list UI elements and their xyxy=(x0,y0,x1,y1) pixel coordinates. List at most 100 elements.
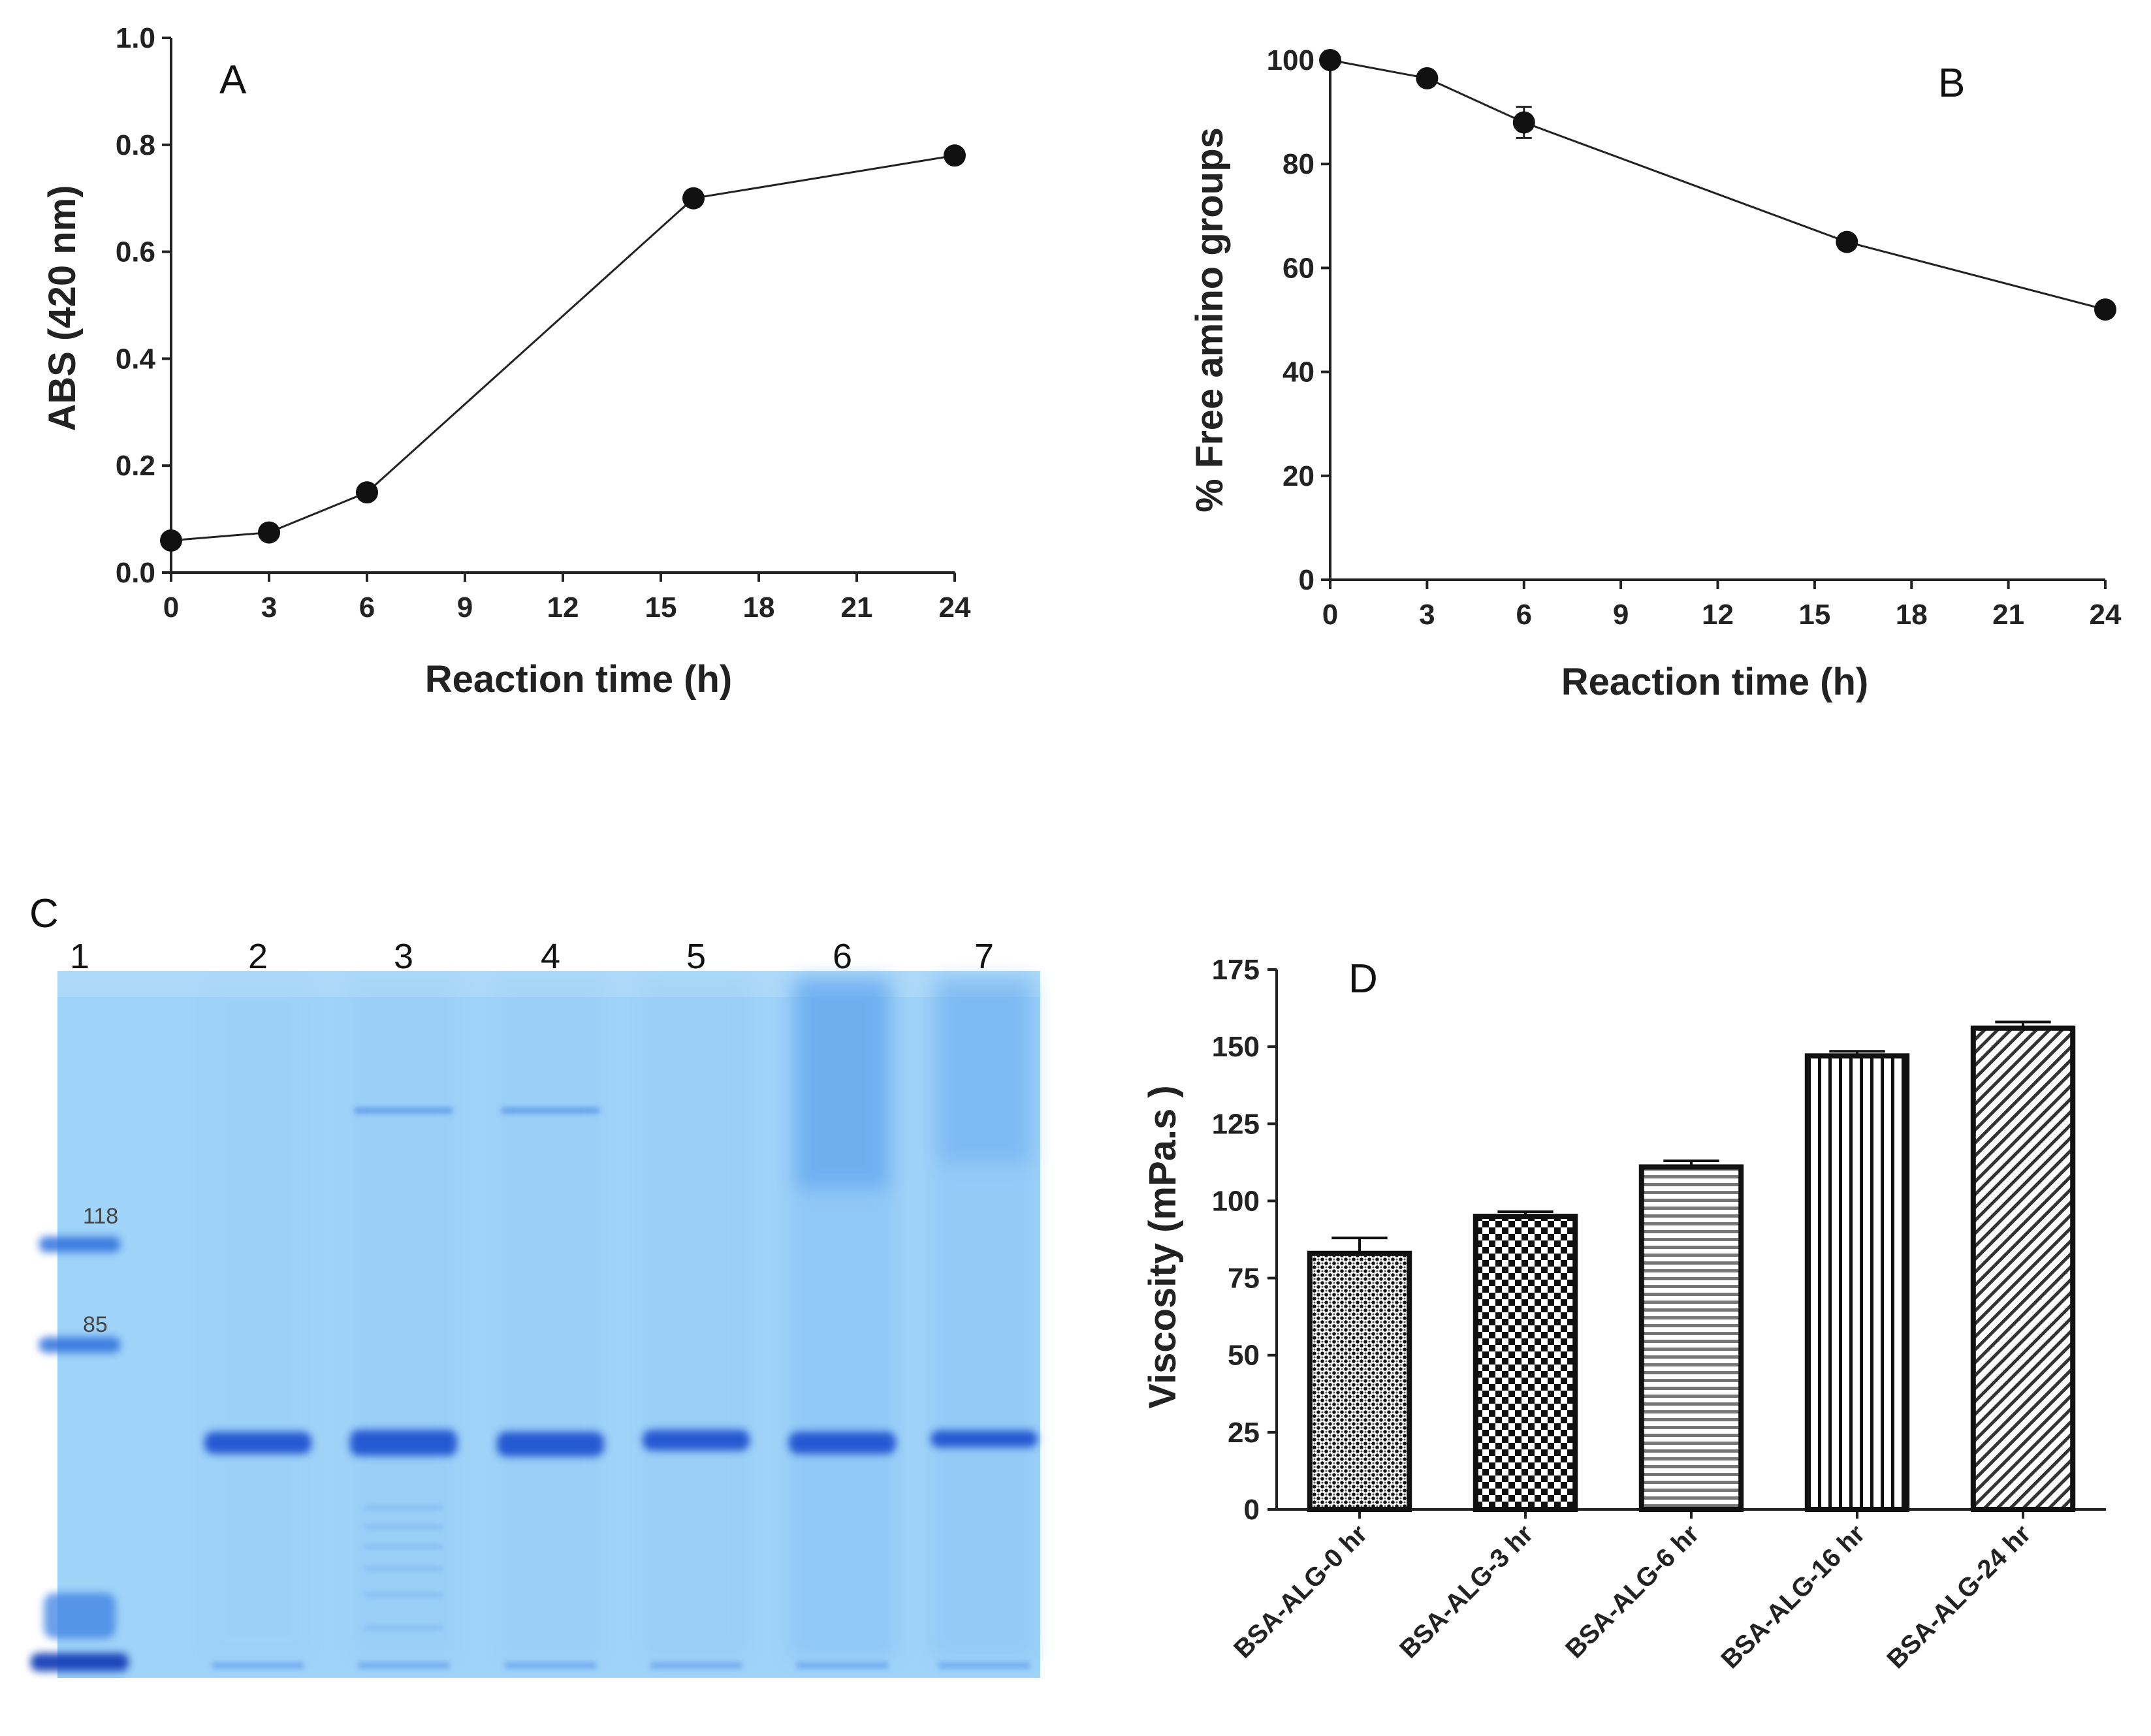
gel-faint-band xyxy=(364,1545,443,1549)
gel-lane-label: 3 xyxy=(394,937,413,976)
gel-lane-label: 5 xyxy=(686,937,706,976)
panel-a-y-tick-label: 0.8 xyxy=(116,129,155,161)
gel-protein-band xyxy=(204,1432,311,1454)
panel-b-y-tick-label: 100 xyxy=(1267,44,1314,76)
gel-faint-band xyxy=(364,1567,443,1571)
panel-b-data-point xyxy=(1319,49,1341,71)
panel-a-x-axis-label: Reaction time (h) xyxy=(425,658,733,701)
panel-a-series-line xyxy=(170,154,955,542)
panel-a-y-tick-label: 0.4 xyxy=(116,343,156,375)
panel-d-y-tick-label: 50 xyxy=(1228,1340,1260,1372)
gel-dye-front xyxy=(797,1662,888,1669)
panel-d-bar xyxy=(1970,1025,2076,1512)
panel-d-category-label: BSA-ALG-0 hr xyxy=(1228,1519,1373,1664)
panel-c-gel-image: C 1 2 3 4 5 6 7 118 85 xyxy=(29,891,1040,1678)
panel-b-data-point xyxy=(1836,230,1858,253)
panel-b-x-tick-label: 3 xyxy=(1419,599,1435,631)
gel-lane-smear xyxy=(496,979,605,1658)
panel-a-data-point xyxy=(682,187,705,210)
panel-a-data-point xyxy=(258,521,280,544)
panel-a-y-tick-label: 0.0 xyxy=(116,557,155,589)
gel-faint-band xyxy=(355,1107,453,1114)
panel-b-data-point xyxy=(1416,67,1439,89)
panel-a-x-tick-label: 24 xyxy=(939,592,971,623)
panel-d-y-tick-label: 75 xyxy=(1228,1263,1260,1295)
panel-b-y-tick-label: 80 xyxy=(1283,148,1314,180)
gel-dye-front xyxy=(505,1662,596,1669)
gel-marker-label: 85 xyxy=(83,1312,108,1337)
panel-d-category-label: BSA-ALG-6 hr xyxy=(1560,1519,1704,1664)
panel-b-x-tick-label: 15 xyxy=(1798,599,1830,631)
gel-faint-band xyxy=(502,1107,599,1114)
panel-d-y-axis-label: Viscosity (mPa.s ) xyxy=(1141,1085,1184,1408)
gel-dye-front xyxy=(650,1662,742,1669)
panel-d-category-label: BSA-ALG-16 hr xyxy=(1715,1519,1870,1674)
gel-marker-band xyxy=(39,1237,120,1252)
panel-a-data-point xyxy=(356,481,378,504)
panel-a-letter: A xyxy=(219,57,247,103)
gel-dye-front xyxy=(358,1662,449,1669)
gel-marker-band xyxy=(44,1593,116,1639)
panel-d-category-label: BSA-ALG-3 hr xyxy=(1394,1519,1538,1664)
gel-lane-label: 1 xyxy=(70,937,89,976)
panel-a-y-tick-label: 0.2 xyxy=(116,450,155,482)
panel-b-y-tick-label: 0 xyxy=(1299,564,1314,596)
gel-protein-band xyxy=(643,1430,750,1451)
panel-a-data-point xyxy=(160,529,182,552)
gel-lane-label: 4 xyxy=(541,937,560,976)
panel-a-x-tick-label: 6 xyxy=(359,592,375,623)
gel-marker-label: 118 xyxy=(83,1204,118,1229)
gel-lane-label: 7 xyxy=(974,937,994,976)
panel-b-data-point xyxy=(2094,298,2116,321)
panel-a-line-chart: A 0.0 0.2 0.4 0.6 0.8 1.0 0 3 6 9 12 15 18 21 24 React… xyxy=(41,22,971,701)
panel-a-x-tick-label: 0 xyxy=(163,592,179,623)
panel-d-bar xyxy=(1307,1250,1412,1513)
gel-marker-band xyxy=(39,1337,120,1353)
panel-b-x-tick-label: 18 xyxy=(1896,599,1928,631)
panel-b-y-axis-label: % Free amino groups xyxy=(1188,127,1231,513)
panel-b-x-tick-label: 0 xyxy=(1322,599,1338,631)
gel-protein-band xyxy=(497,1432,604,1457)
panel-d-y-tick-label: 25 xyxy=(1228,1417,1260,1449)
panel-b-line-chart: B 0 20 40 60 80 100 0 3 6 9 12 15 18 21 24 Reaction ti… xyxy=(1188,44,2122,703)
gel-lane-smear xyxy=(204,979,312,1658)
gel-faint-band xyxy=(364,1593,443,1597)
panel-d-bar xyxy=(1638,1164,1744,1512)
gel-protein-band xyxy=(350,1430,457,1456)
panel-b-x-tick-label: 6 xyxy=(1516,599,1532,631)
panel-d-y-tick-label: 125 xyxy=(1212,1108,1260,1140)
panel-d-bar xyxy=(1473,1214,1578,1512)
panel-b-x-axis-label: Reaction time (h) xyxy=(1561,661,1869,703)
panel-a-x-tick-label: 21 xyxy=(841,592,873,623)
panel-b-x-tick-label: 9 xyxy=(1613,599,1629,631)
gel-dye-front xyxy=(212,1662,304,1669)
gel-faint-band xyxy=(364,1626,443,1630)
panel-a-y-tick-label: 1.0 xyxy=(116,22,155,54)
panel-a-x-tick-label: 15 xyxy=(645,592,677,623)
gel-dye-front xyxy=(938,1662,1030,1669)
gel-lane-label: 2 xyxy=(248,937,268,976)
panel-b-y-tick-label: 40 xyxy=(1283,356,1314,388)
panel-d-y-tick-label: 175 xyxy=(1212,954,1260,986)
panel-b-x-tick-label: 12 xyxy=(1702,599,1734,631)
panel-d-letter: D xyxy=(1348,956,1378,1002)
gel-lane-label: 6 xyxy=(833,937,852,976)
gel-faint-band xyxy=(364,1506,443,1509)
gel-lane-smear xyxy=(349,979,458,1658)
panel-a-x-tick-label: 9 xyxy=(457,592,473,623)
panel-a-y-axis-label: ABS (420 nm) xyxy=(41,185,84,431)
panel-b-x-tick-label: 21 xyxy=(1992,599,2024,631)
panel-a-x-tick-label: 3 xyxy=(261,592,277,623)
panel-d-bar xyxy=(1804,1053,1910,1512)
panel-a-x-tick-label: 18 xyxy=(743,592,775,623)
panel-d-y-tick-label: 0 xyxy=(1244,1494,1260,1526)
panel-a-data-point xyxy=(944,144,966,167)
gel-lane-top-smear xyxy=(797,979,888,1188)
panel-b-series-line xyxy=(1330,59,2106,311)
panel-b-letter: B xyxy=(1938,61,1965,106)
gel-marker-band xyxy=(31,1653,129,1671)
gel-faint-band xyxy=(364,1525,443,1529)
panel-c-letter: C xyxy=(29,891,59,936)
